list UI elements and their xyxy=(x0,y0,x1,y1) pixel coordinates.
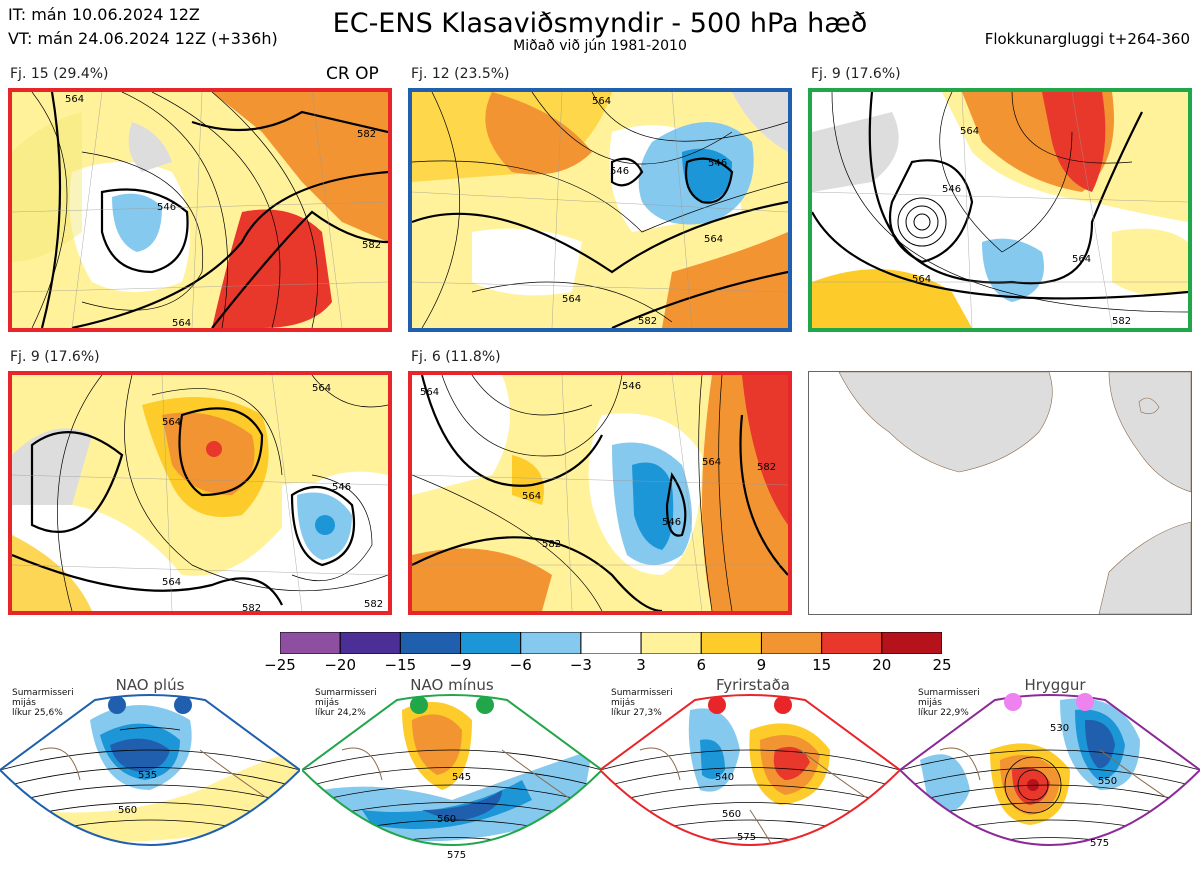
contour-label: 550 xyxy=(1098,776,1117,787)
contour-label: 546 xyxy=(708,158,727,169)
contour-label: 575 xyxy=(737,832,756,843)
colorbar xyxy=(280,632,942,654)
colorbar-tick-label: −9 xyxy=(441,656,481,674)
colorbar-tick-label: 25 xyxy=(922,656,962,674)
regime-marker-left xyxy=(108,696,126,714)
contour-label: 535 xyxy=(138,770,157,781)
colorbar-tick-label: −15 xyxy=(380,656,420,674)
contour-label: 582 xyxy=(1112,316,1131,327)
contour-label: 582 xyxy=(362,240,381,251)
regime-marker-left xyxy=(1004,693,1022,711)
colorbar-tick-label: −6 xyxy=(501,656,541,674)
contour-label: 546 xyxy=(610,166,629,177)
contour-label: 540 xyxy=(715,772,734,783)
colorbar-tick-label: 20 xyxy=(862,656,902,674)
empty-base-map xyxy=(808,371,1192,615)
contour-label: 564 xyxy=(312,383,331,394)
contour-label: 582 xyxy=(542,539,561,550)
regime-map-ridge: 530 550 575 xyxy=(900,690,1200,871)
contour-label: 564 xyxy=(592,96,611,107)
contour-label: 582 xyxy=(357,129,376,140)
contour-label: 564 xyxy=(162,577,181,588)
contour-label: 582 xyxy=(638,316,657,327)
contour-label: 564 xyxy=(172,318,191,328)
colorbar-tick-label: 6 xyxy=(681,656,721,674)
contour-label: 582 xyxy=(364,599,383,610)
colorbar-swatch xyxy=(761,632,821,654)
cluster-map-1: 564 546 582 564 582 xyxy=(8,88,392,332)
colorbar-tick-label: 9 xyxy=(741,656,781,674)
contour-label: 564 xyxy=(702,457,721,468)
colorbar-tick-label: −25 xyxy=(260,656,300,674)
contour-label: 546 xyxy=(157,202,176,213)
contour-label: 575 xyxy=(447,850,466,861)
contour-label: 575 xyxy=(1090,838,1109,849)
contour-label: 564 xyxy=(65,94,84,105)
contour-label: 564 xyxy=(704,234,723,245)
cluster-5-label: Fj. 6 (11.8%) xyxy=(411,349,501,365)
colorbar-swatch xyxy=(521,632,581,654)
colorbar-swatch xyxy=(461,632,521,654)
colorbar-tick-label: 15 xyxy=(802,656,842,674)
cluster-4-label: Fj. 9 (17.6%) xyxy=(10,349,100,365)
cluster-1-label: Fj. 15 (29.4%) xyxy=(10,66,109,82)
contour-label: 564 xyxy=(562,294,581,305)
contour-label: 545 xyxy=(452,772,471,783)
cluster-map-2: 564 546 546 564 564 582 xyxy=(408,88,792,332)
colorbar-tick-label: −3 xyxy=(561,656,601,674)
colorbar-swatch xyxy=(581,632,641,654)
colorbar-swatch xyxy=(400,632,460,654)
contour-label: 546 xyxy=(332,482,351,493)
regime-marker-right xyxy=(774,696,792,714)
contour-label: 564 xyxy=(162,417,181,428)
contour-label: 564 xyxy=(1072,254,1091,265)
classification-window: Flokkunargluggi t+264-360 xyxy=(985,30,1190,48)
cluster-map-4: 564 564 546 564 582 582 xyxy=(8,371,392,615)
cluster-1-tag: CR OP xyxy=(326,64,379,84)
contour-label: 530 xyxy=(1050,723,1069,734)
regime-marker-left xyxy=(708,696,726,714)
contour-label: 564 xyxy=(912,274,931,285)
contour-label: 560 xyxy=(118,805,137,816)
regime-marker-right xyxy=(1076,693,1094,711)
contour-label: 546 xyxy=(662,517,681,528)
colorbar-tick-label: −20 xyxy=(320,656,360,674)
colorbar-swatch xyxy=(641,632,701,654)
contour-label: 564 xyxy=(420,387,439,398)
contour-label: 546 xyxy=(622,381,641,392)
colorbar-tick-label: 3 xyxy=(621,656,661,674)
cluster-3-label: Fj. 9 (17.6%) xyxy=(811,66,901,82)
regime-marker-left xyxy=(410,696,428,714)
cluster-2-label: Fj. 12 (23.5%) xyxy=(411,66,510,82)
contour-label: 564 xyxy=(522,491,541,502)
regime-marker-right xyxy=(476,696,494,714)
contour-label: 582 xyxy=(757,462,776,473)
colorbar-swatch xyxy=(882,632,942,654)
colorbar-swatch xyxy=(822,632,882,654)
contour-label: 560 xyxy=(722,809,741,820)
colorbar-swatch xyxy=(701,632,761,654)
contour-label: 582 xyxy=(242,603,261,611)
contour-label: 560 xyxy=(437,814,456,825)
regime-map-nao-plus: 535 560 xyxy=(0,690,300,871)
regime-map-blocking: 540 560 575 xyxy=(600,690,900,871)
contour-label: 564 xyxy=(960,126,979,137)
regime-map-nao-minus: 545 560 575 xyxy=(302,690,602,871)
contour-label: 546 xyxy=(942,184,961,195)
colorbar-swatch xyxy=(280,632,340,654)
cluster-map-5: 546 564 564 546 582 564 582 xyxy=(408,371,792,615)
regime-marker-right xyxy=(174,696,192,714)
colorbar-swatch xyxy=(340,632,400,654)
cluster-map-3: 564 546 564 564 582 xyxy=(808,88,1192,332)
